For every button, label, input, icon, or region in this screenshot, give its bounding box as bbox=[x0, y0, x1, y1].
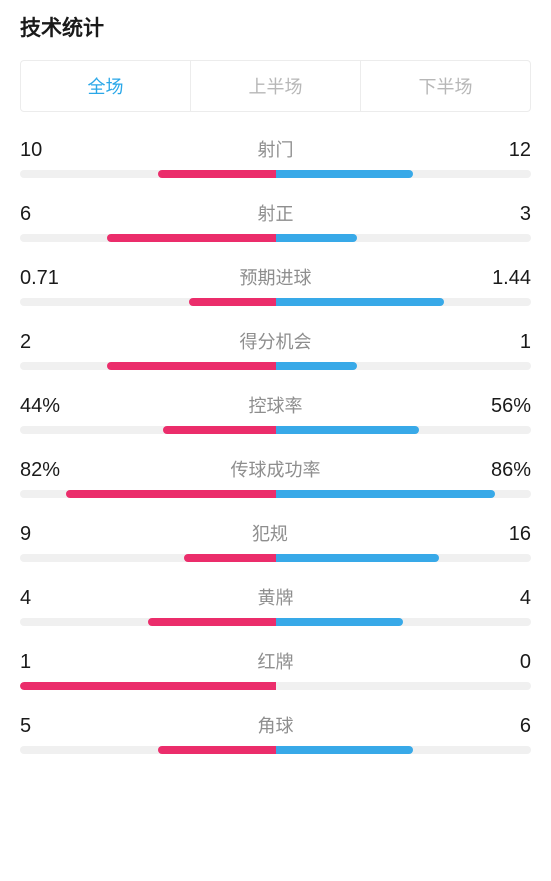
tab-second[interactable]: 下半场 bbox=[360, 61, 530, 111]
stat-bar bbox=[20, 618, 531, 626]
stat-bar-right bbox=[276, 170, 414, 178]
stat-bar-right bbox=[276, 490, 496, 498]
page-title: 技术统计 bbox=[20, 12, 531, 42]
stat-left-value: 10 bbox=[20, 139, 42, 162]
stat-bar-left bbox=[158, 746, 276, 754]
stat-label: 射正 bbox=[258, 200, 294, 226]
stat-left-value: 82% bbox=[20, 459, 60, 482]
tab-first[interactable]: 上半场 bbox=[190, 61, 360, 111]
stat-bar bbox=[20, 746, 531, 754]
stat-bar-left bbox=[107, 362, 276, 370]
stat-right-value: 3 bbox=[520, 203, 531, 226]
stat-head: 9 犯规 16 bbox=[20, 520, 531, 546]
stat-bar bbox=[20, 298, 531, 306]
stat-bar-right bbox=[276, 234, 358, 242]
stat-bar bbox=[20, 170, 531, 178]
stat-right-value: 12 bbox=[509, 139, 531, 162]
stat-label: 角球 bbox=[258, 712, 294, 738]
stat-head: 2 得分机会 1 bbox=[20, 328, 531, 354]
stat-bar-right bbox=[276, 554, 440, 562]
stat-bar-right bbox=[276, 426, 419, 434]
stats-list: 10射门126射正30.71预期进球1.442得分机会144%控球率56%82%… bbox=[20, 136, 531, 754]
stat-left-value: 0.71 bbox=[20, 267, 59, 290]
stat-right-value: 86% bbox=[491, 459, 531, 482]
stat-right-value: 16 bbox=[509, 523, 531, 546]
stat-head: 82% 传球成功率 86% bbox=[20, 456, 531, 482]
stat-bar-right bbox=[276, 746, 414, 754]
stat-head: 10 射门 12 bbox=[20, 136, 531, 162]
stat-label: 得分机会 bbox=[240, 328, 312, 354]
stat-right-value: 4 bbox=[520, 587, 531, 610]
stat-label: 红牌 bbox=[258, 648, 294, 674]
stat-right-value: 0 bbox=[520, 651, 531, 674]
stat-row: 9 犯规 16 bbox=[20, 520, 531, 562]
stat-label: 射门 bbox=[258, 136, 294, 162]
stat-row: 6 射正 3 bbox=[20, 200, 531, 242]
stat-label: 控球率 bbox=[249, 392, 303, 418]
stat-bar-right bbox=[276, 298, 445, 306]
stat-left-value: 9 bbox=[20, 523, 31, 546]
stat-label: 黄牌 bbox=[258, 584, 294, 610]
stat-head: 44% 控球率 56% bbox=[20, 392, 531, 418]
stat-bar-left bbox=[163, 426, 275, 434]
tabs: 全场 上半场 下半场 bbox=[20, 60, 531, 112]
stat-bar bbox=[20, 362, 531, 370]
stat-bar-left bbox=[66, 490, 276, 498]
stat-bar-left bbox=[184, 554, 276, 562]
stat-bar bbox=[20, 234, 531, 242]
stat-row: 10 射门 12 bbox=[20, 136, 531, 178]
stat-label: 预期进球 bbox=[240, 264, 312, 290]
stat-head: 0.71 预期进球 1.44 bbox=[20, 264, 531, 290]
stat-head: 5 角球 6 bbox=[20, 712, 531, 738]
stat-row: 5 角球 6 bbox=[20, 712, 531, 754]
stat-row: 1 红牌 0 bbox=[20, 648, 531, 690]
stat-head: 4 黄牌 4 bbox=[20, 584, 531, 610]
stat-bar-right bbox=[276, 618, 404, 626]
stat-head: 1 红牌 0 bbox=[20, 648, 531, 674]
stat-row: 82% 传球成功率 86% bbox=[20, 456, 531, 498]
stat-right-value: 1 bbox=[520, 331, 531, 354]
stat-bar-left bbox=[148, 618, 276, 626]
stat-right-value: 1.44 bbox=[492, 267, 531, 290]
stat-bar-left bbox=[189, 298, 276, 306]
stat-left-value: 2 bbox=[20, 331, 31, 354]
stat-right-value: 56% bbox=[491, 395, 531, 418]
stat-label: 犯规 bbox=[252, 520, 288, 546]
stat-row: 4 黄牌 4 bbox=[20, 584, 531, 626]
stat-row: 2 得分机会 1 bbox=[20, 328, 531, 370]
stat-bar bbox=[20, 554, 531, 562]
stat-bar-left bbox=[20, 682, 276, 690]
stat-left-value: 6 bbox=[20, 203, 31, 226]
stat-head: 6 射正 3 bbox=[20, 200, 531, 226]
stat-bar-left bbox=[107, 234, 276, 242]
stat-bar-right bbox=[276, 362, 358, 370]
stat-row: 44% 控球率 56% bbox=[20, 392, 531, 434]
stat-label: 传球成功率 bbox=[231, 456, 321, 482]
stat-left-value: 5 bbox=[20, 715, 31, 738]
stat-bar bbox=[20, 490, 531, 498]
stat-left-value: 44% bbox=[20, 395, 60, 418]
stat-left-value: 1 bbox=[20, 651, 31, 674]
stat-bar bbox=[20, 426, 531, 434]
stat-bar bbox=[20, 682, 531, 690]
tab-full[interactable]: 全场 bbox=[21, 61, 190, 111]
stat-row: 0.71 预期进球 1.44 bbox=[20, 264, 531, 306]
stat-left-value: 4 bbox=[20, 587, 31, 610]
stat-right-value: 6 bbox=[520, 715, 531, 738]
stat-bar-left bbox=[158, 170, 276, 178]
